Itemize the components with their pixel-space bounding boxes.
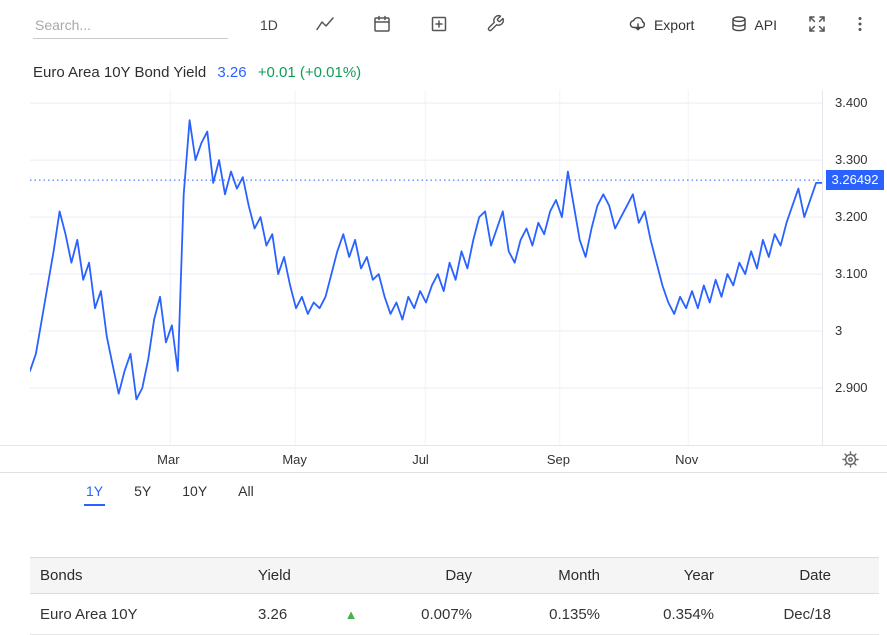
chart-title-row: Euro Area 10Y Bond Yield 3.26 +0.01 (+0.…	[0, 50, 887, 90]
kebab-menu-icon	[851, 15, 869, 36]
bond-month-change: 0.135%	[549, 605, 600, 623]
x-axis-label: Sep	[546, 452, 570, 467]
y-axis-label: 3.100	[835, 266, 868, 282]
header-yield: Yield	[258, 567, 291, 584]
export-button[interactable]: Export	[622, 13, 700, 38]
y-axis-label: 2.900	[835, 380, 868, 396]
chart-title: Euro Area 10Y Bond Yield	[33, 64, 207, 81]
table-row[interactable]: Euro Area 10Y 3.26 ▲ 0.007% 0.135% 0.354…	[30, 594, 879, 635]
range-tab-1y[interactable]: 1Y	[84, 476, 106, 506]
tools-button[interactable]	[486, 14, 505, 36]
compare-button[interactable]	[429, 14, 449, 37]
price-line-chart	[30, 90, 822, 445]
range-tab-all[interactable]: All	[238, 483, 254, 499]
up-arrow-icon: ▲	[344, 606, 358, 622]
database-icon	[730, 15, 748, 36]
range-tabs: 1Y 5Y 10Y All	[0, 473, 887, 509]
x-axis-label: Jul	[412, 452, 429, 467]
whitespace-gap	[0, 509, 887, 557]
y-axis-label: 3.200	[835, 209, 868, 225]
header-date: Date	[799, 567, 831, 584]
wrench-icon	[486, 14, 505, 36]
calendar-icon	[372, 14, 392, 37]
x-axis-label: Mar	[157, 452, 180, 467]
header-year: Year	[683, 567, 714, 584]
bond-year-change: 0.354%	[663, 605, 714, 623]
y-axis-label: 3.400	[835, 95, 868, 111]
line-chart-icon	[315, 14, 335, 37]
fullscreen-button[interactable]	[807, 14, 827, 37]
more-menu-button[interactable]	[851, 15, 869, 36]
range-tab-10y[interactable]: 10Y	[182, 483, 208, 499]
date-range-button[interactable]	[372, 14, 392, 37]
range-tab-5y[interactable]: 5Y	[134, 483, 152, 499]
x-axis: Mar May Jul Sep Nov	[0, 445, 887, 473]
expand-icon	[807, 14, 827, 37]
chart-settings-button[interactable]	[842, 451, 859, 471]
cloud-download-icon	[628, 14, 648, 37]
api-label: API	[754, 17, 777, 33]
chart-last-value: 3.26	[217, 64, 247, 81]
bond-yield: 3.26	[258, 605, 288, 623]
header-day: Day	[445, 567, 472, 584]
chart-tools: 1D	[260, 14, 505, 37]
y-axis-label: 3	[835, 323, 843, 339]
chart-change-value: +0.01 (+0.01%)	[257, 64, 362, 81]
plus-square-icon	[429, 14, 449, 37]
gear-icon	[842, 451, 859, 471]
interval-button[interactable]: 1D	[260, 17, 278, 33]
bonds-table: Bonds Yield Day Month Year Date Euro Are…	[30, 557, 879, 635]
y-axis: 3.26492 2.900 3 3.100 3.200 3.300 3.400	[822, 90, 887, 445]
y-axis-label: 3.300	[835, 152, 868, 168]
bond-day-change: 0.007%	[421, 605, 472, 623]
bond-date: Dec/18	[783, 605, 831, 623]
search-input[interactable]	[33, 11, 228, 39]
header-month: Month	[558, 567, 600, 584]
last-price-tag: 3.26492	[826, 170, 884, 191]
toolbar-right: Export API	[622, 13, 869, 38]
api-button[interactable]: API	[724, 14, 783, 37]
chart-plot[interactable]	[30, 90, 822, 445]
x-axis-label: May	[282, 452, 307, 467]
bonds-table-header: Bonds Yield Day Month Year Date	[30, 557, 879, 594]
header-bonds: Bonds	[40, 567, 83, 584]
chart-area: 3.26492 2.900 3 3.100 3.200 3.300 3.400	[0, 90, 887, 445]
toolbar: 1D	[0, 0, 887, 50]
chart-type-button[interactable]	[315, 14, 335, 37]
bond-name[interactable]: Euro Area 10Y	[40, 605, 138, 623]
export-label: Export	[653, 17, 695, 33]
x-axis-label: Nov	[675, 452, 699, 467]
